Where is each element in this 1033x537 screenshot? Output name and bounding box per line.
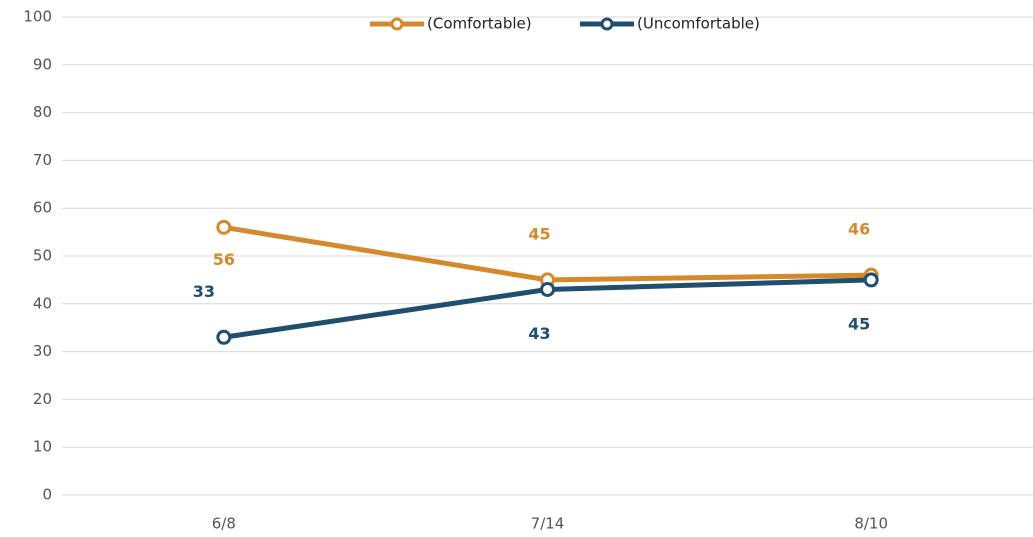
y-tick-label: 80 — [33, 103, 52, 121]
y-tick-label: 100 — [23, 8, 52, 26]
x-tick-label: 6/8 — [212, 515, 236, 533]
data-label: 33 — [193, 282, 215, 301]
point — [540, 281, 555, 297]
x-tick-label: 7/14 — [531, 515, 565, 533]
y-tick-label: 90 — [33, 55, 52, 73]
data-label: 46 — [848, 220, 870, 239]
point — [216, 219, 232, 235]
data-label: 43 — [528, 324, 550, 343]
data-label: 45 — [528, 224, 550, 243]
y-tick-label: 0 — [42, 486, 52, 504]
y-tick-label: 20 — [33, 390, 52, 408]
legend-marker — [600, 17, 614, 31]
data-label: 56 — [213, 250, 235, 269]
data-label: 45 — [848, 314, 870, 333]
x-tick-label: 8/10 — [854, 515, 888, 533]
y-tick-label: 10 — [33, 438, 52, 456]
legend-label: (Comfortable) — [427, 15, 532, 33]
y-tick-label: 30 — [33, 342, 52, 360]
point — [863, 272, 879, 288]
point — [216, 329, 232, 345]
y-tick-label: 50 — [33, 247, 52, 265]
y-tick-label: 70 — [33, 151, 52, 169]
legend-label: (Uncomfortable) — [637, 15, 760, 33]
y-tick-label: 60 — [33, 199, 52, 217]
y-tick-label: 40 — [33, 294, 52, 312]
legend-marker — [390, 17, 404, 31]
